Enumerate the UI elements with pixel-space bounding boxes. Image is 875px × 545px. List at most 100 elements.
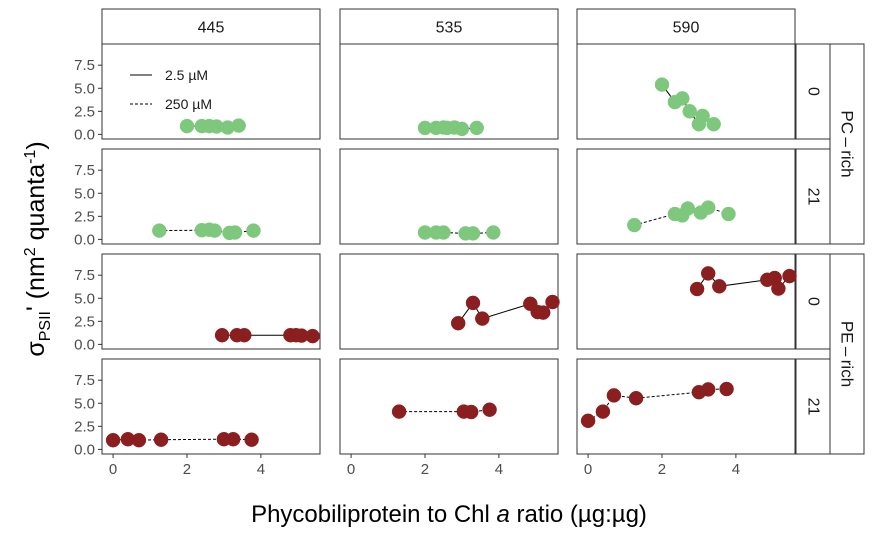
y-tick-label: 7.5	[74, 162, 95, 179]
data-point	[463, 404, 479, 420]
col-strip-590	[576, 8, 796, 45]
x-axis-title-part: Phycobiliprotein to Chl	[251, 501, 496, 528]
y-tick-label: 2.5	[74, 418, 95, 435]
data-point	[237, 327, 252, 343]
col-strip-535	[339, 8, 559, 45]
data-point	[682, 104, 697, 119]
data-point	[782, 268, 797, 284]
data-point	[246, 223, 261, 238]
x-tick-label: 4	[732, 461, 740, 478]
data-point	[131, 432, 147, 448]
row-strip-label: 21	[805, 188, 822, 206]
data-point	[580, 413, 596, 429]
data-point	[227, 225, 243, 240]
y-tick-label: 7.5	[74, 57, 95, 74]
x-axis-title-italic: a	[497, 501, 510, 528]
group-strip-label: PC – rich	[838, 110, 857, 177]
data-point	[152, 223, 167, 238]
data-point	[721, 206, 736, 222]
x-tick-label: 0	[347, 461, 355, 478]
y-axis-title: σPSII' (nm2 quanta-1)	[22, 141, 54, 356]
data-point	[689, 281, 705, 297]
panel-0-2	[576, 43, 796, 140]
legend-label: 2.5 µM	[165, 67, 208, 83]
y-title-part: (nm	[22, 256, 50, 306]
x-tick-label: 2	[658, 461, 666, 478]
data-point	[179, 118, 195, 134]
y-tick-label: 7.5	[74, 372, 95, 389]
group-strip	[829, 253, 865, 455]
data-point	[475, 311, 490, 326]
group-strip	[829, 43, 865, 245]
y-title-part: quanta	[22, 164, 50, 248]
data-point	[719, 381, 734, 397]
y-title-part: )	[22, 141, 50, 149]
col-strip-label: 590	[673, 20, 700, 37]
data-point	[680, 201, 696, 216]
panel-1-2	[576, 148, 796, 245]
x-tick-label: 2	[183, 461, 191, 478]
y-tick-label: 5.0	[74, 80, 95, 97]
data-point	[465, 226, 481, 241]
data-point	[712, 279, 727, 294]
data-point	[695, 108, 710, 124]
data-point	[700, 382, 716, 397]
y-tick-label: 2.5	[74, 313, 95, 330]
data-point	[391, 404, 407, 419]
y-title-sigma: σ	[22, 341, 50, 357]
data-point	[450, 315, 466, 331]
y-tick-label: 5.0	[74, 290, 95, 307]
series-line	[399, 409, 490, 413]
y-tick-label: 5.0	[74, 185, 95, 202]
data-point	[771, 281, 786, 296]
data-point	[244, 432, 259, 447]
y-title-superscript: -1	[22, 150, 39, 164]
panel-3-1	[339, 358, 559, 455]
data-point	[595, 404, 611, 419]
data-point	[105, 432, 121, 448]
data-point	[225, 431, 241, 447]
legend-label: 250 µM	[165, 96, 212, 112]
x-tick-label: 4	[257, 461, 265, 478]
data-point	[700, 200, 716, 215]
data-point	[545, 294, 560, 310]
row-strip-label: 0	[805, 87, 822, 96]
data-point	[214, 327, 230, 343]
data-point	[706, 116, 721, 132]
row-strip	[795, 253, 831, 350]
data-point	[675, 91, 690, 106]
data-point	[535, 305, 551, 320]
data-point	[153, 432, 169, 447]
x-axis-title-part: ratio (µg:µg)	[510, 501, 647, 528]
col-strip-445	[101, 8, 321, 45]
panel-2-2	[576, 253, 796, 350]
data-point	[469, 120, 484, 136]
panel-2-1	[339, 253, 559, 350]
data-point	[654, 77, 670, 92]
panel-3-2	[576, 358, 796, 455]
x-tick-label: 2	[421, 461, 429, 478]
group-strip-label: PE – rich	[838, 321, 857, 387]
y-tick-label: 7.5	[74, 267, 95, 284]
data-point	[454, 121, 470, 137]
data-point	[486, 225, 501, 240]
x-axis-title: Phycobiliprotein to Chl a ratio (µg:µg)	[251, 501, 647, 528]
y-axis-title-text: σPSII' (nm2 quanta-1)	[22, 141, 54, 356]
data-point	[231, 118, 246, 133]
y-title-superscript: 2	[22, 247, 39, 256]
x-tick-label: 0	[109, 461, 117, 478]
row-strip-label: 21	[805, 398, 822, 416]
y-tick-label: 0.0	[74, 231, 95, 248]
y-title-prime: '	[22, 306, 50, 311]
y-tick-label: 0.0	[74, 336, 95, 353]
row-strip	[795, 358, 831, 455]
y-tick-label: 0.0	[74, 126, 95, 143]
y-tick-label: 5.0	[74, 395, 95, 412]
col-strip-label: 535	[436, 20, 463, 37]
data-point	[207, 223, 222, 238]
data-point	[627, 217, 642, 233]
data-point	[305, 328, 320, 344]
y-tick-label: 2.5	[74, 208, 95, 225]
